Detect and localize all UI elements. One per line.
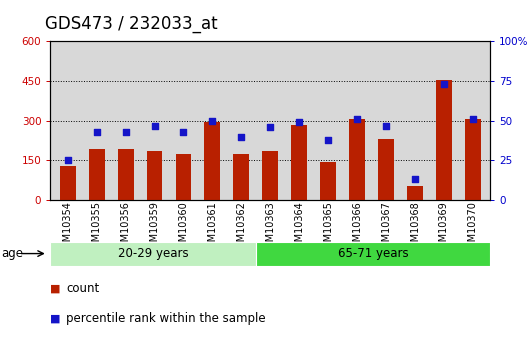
Text: GDS473 / 232033_at: GDS473 / 232033_at	[45, 15, 218, 33]
Bar	[50, 241, 255, 266]
Text: percentile rank within the sample: percentile rank within the sample	[66, 312, 266, 325]
Point	[208, 118, 217, 124]
Bar	[349, 119, 365, 200]
Point	[382, 123, 390, 128]
Bar	[407, 186, 423, 200]
Point	[179, 129, 188, 135]
Point	[64, 158, 72, 163]
Point	[237, 134, 245, 139]
Bar	[262, 151, 278, 200]
Bar	[175, 154, 191, 200]
Bar	[89, 148, 104, 200]
Text: 20-29 years: 20-29 years	[118, 247, 188, 260]
Text: ■: ■	[50, 284, 61, 293]
Bar	[60, 166, 76, 200]
Point	[151, 123, 159, 128]
Bar	[436, 80, 452, 200]
Bar	[205, 122, 220, 200]
Point	[121, 129, 130, 135]
Bar	[465, 119, 481, 200]
Bar	[147, 151, 163, 200]
Bar	[233, 154, 249, 200]
Point	[324, 137, 332, 142]
Text: 65-71 years: 65-71 years	[338, 247, 408, 260]
Text: ■: ■	[50, 314, 61, 324]
Point	[469, 116, 477, 122]
Point	[440, 81, 448, 87]
Point	[411, 177, 419, 182]
Bar	[320, 162, 336, 200]
Bar	[255, 241, 490, 266]
Point	[266, 124, 275, 130]
Bar	[292, 125, 307, 200]
Point	[295, 120, 304, 125]
Text: age: age	[2, 247, 24, 260]
Point	[353, 116, 361, 122]
Bar	[118, 148, 134, 200]
Text: count: count	[66, 282, 100, 295]
Bar	[378, 139, 394, 200]
Point	[92, 129, 101, 135]
